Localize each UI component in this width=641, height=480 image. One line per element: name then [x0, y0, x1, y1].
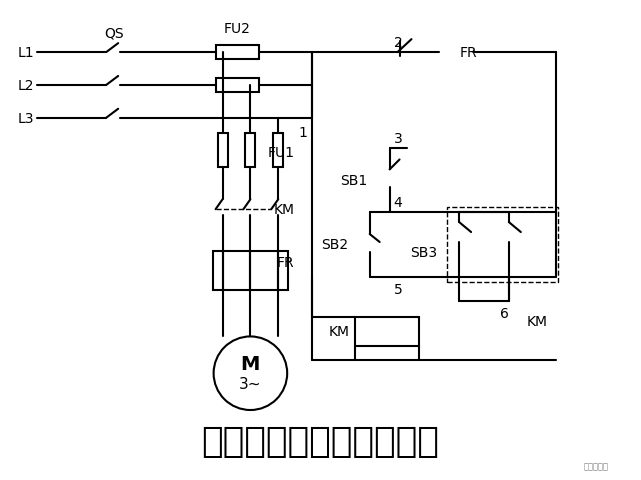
Bar	[447, 208, 558, 282]
Text: 4: 4	[394, 196, 403, 210]
Text: FU1: FU1	[267, 145, 294, 159]
Text: KM: KM	[329, 325, 350, 339]
Text: SB1: SB1	[340, 173, 368, 188]
Text: FU2: FU2	[224, 22, 251, 36]
Text: SB2: SB2	[320, 238, 348, 252]
Text: KM: KM	[273, 203, 294, 217]
Bar	[213, 252, 288, 290]
Circle shape	[213, 337, 287, 410]
Text: 6: 6	[501, 306, 510, 320]
Text: 2: 2	[394, 36, 403, 50]
Bar	[215, 79, 260, 93]
Text: 3: 3	[394, 132, 403, 145]
Text: L2: L2	[17, 79, 34, 93]
Text: SB3: SB3	[410, 246, 437, 260]
Text: 电子技术控: 电子技术控	[583, 462, 608, 471]
Text: KM: KM	[527, 314, 548, 328]
Bar	[217, 133, 228, 168]
Text: FR: FR	[276, 255, 294, 269]
Bar	[355, 317, 419, 347]
Text: QS: QS	[104, 26, 124, 40]
Text: FR: FR	[459, 46, 477, 60]
Text: 点动加长动混合控制电路: 点动加长动混合控制电路	[201, 424, 439, 458]
Bar	[215, 46, 260, 60]
Text: M: M	[241, 354, 260, 373]
Text: 1: 1	[298, 125, 307, 139]
Bar	[246, 133, 255, 168]
Text: L1: L1	[17, 46, 34, 60]
Text: L3: L3	[17, 111, 34, 125]
Text: 5: 5	[394, 282, 403, 296]
Text: 3~: 3~	[239, 376, 262, 391]
Bar	[273, 133, 283, 168]
